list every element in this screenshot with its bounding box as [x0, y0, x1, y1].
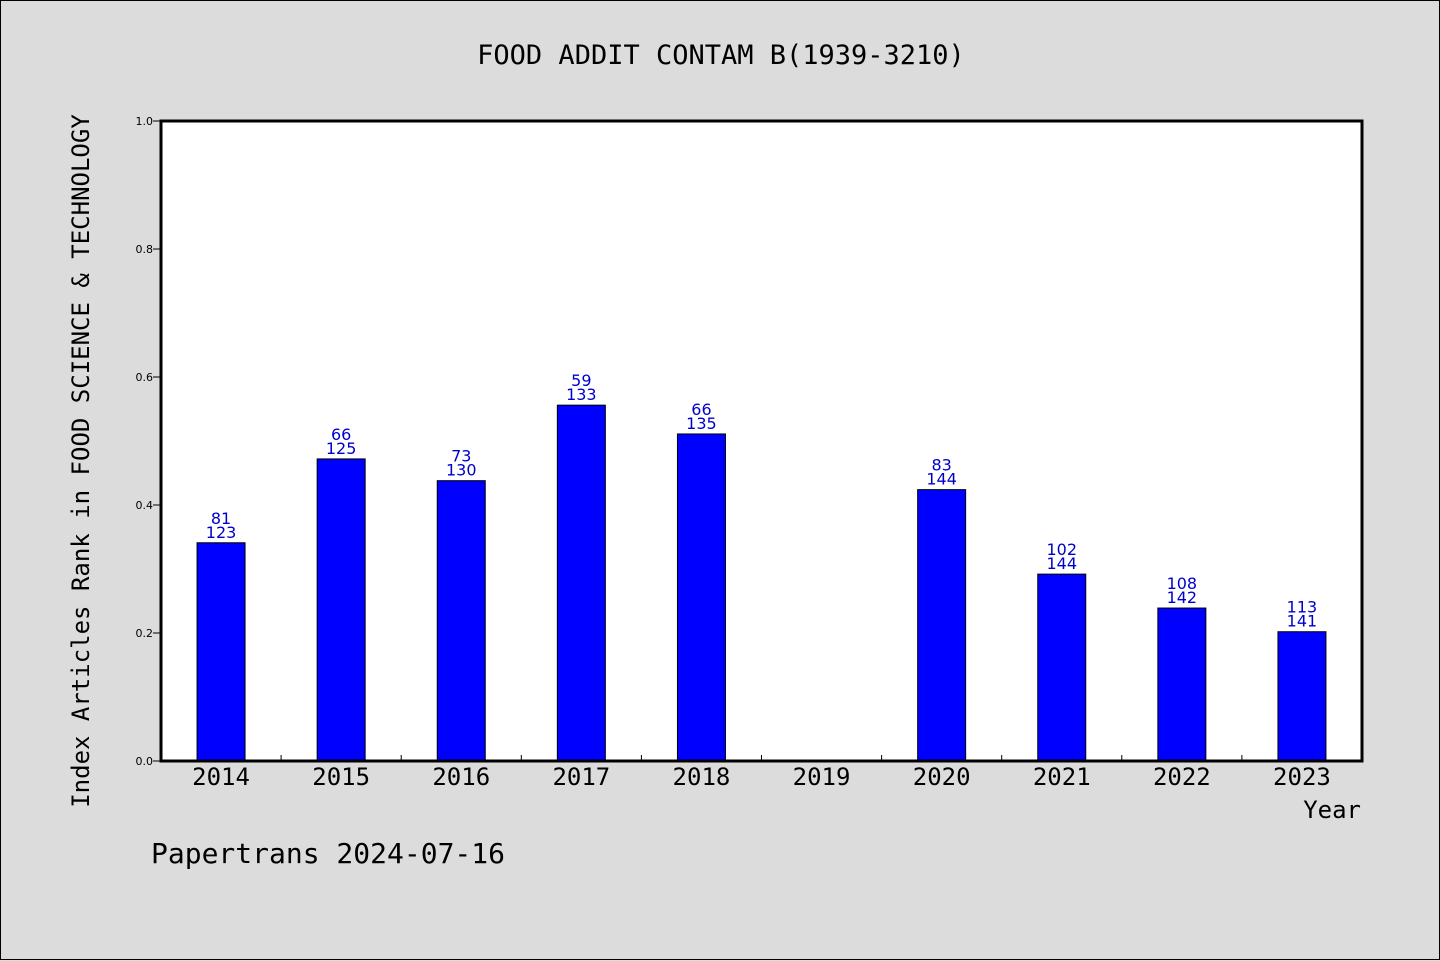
bar-rank-label-2023: 113 — [1287, 598, 1318, 617]
x-tick-label-2017: 2017 — [552, 763, 610, 791]
bar-rank-label-2016: 73 — [451, 447, 471, 466]
bar-total-label-2018: 135 — [686, 414, 717, 433]
x-tick-label-2016: 2016 — [432, 763, 490, 791]
bars-group — [196, 404, 1327, 762]
bar-rank-label-2021: 102 — [1046, 540, 1077, 559]
bar-2014 — [196, 542, 246, 762]
bar-total-label-2021: 144 — [1046, 554, 1077, 573]
bar-2020 — [917, 489, 967, 762]
bar-2016 — [436, 480, 486, 762]
bar-rank-label-2017: 59 — [571, 371, 591, 390]
x-axis-label: Year — [1303, 796, 1361, 824]
x-tick-label-2015: 2015 — [312, 763, 370, 791]
x-tick-label-2022: 2022 — [1153, 763, 1211, 791]
bar-total-label-2014: 123 — [206, 523, 237, 542]
bar-2017 — [556, 404, 606, 762]
y-tick-label: 0.6 — [136, 371, 154, 384]
bar-2021 — [1037, 573, 1087, 762]
y-tick-label: 1.0 — [136, 115, 154, 128]
x-tick-label-2014: 2014 — [192, 763, 250, 791]
chart-title: FOOD ADDIT CONTAM B(1939-3210) — [477, 40, 965, 71]
x-tick-label-2018: 2018 — [673, 763, 731, 791]
y-axis-label: Index Articles Rank in FOOD SCIENCE & TE… — [67, 114, 95, 808]
bar-rank-label-2018: 66 — [691, 400, 711, 419]
bar-2018 — [676, 433, 726, 762]
footer-credit: Papertrans 2024-07-16 — [151, 837, 505, 870]
x-tick-label-2019: 2019 — [793, 763, 851, 791]
y-tick-label: 0.8 — [136, 243, 154, 256]
bar-rank-label-2022: 108 — [1167, 574, 1198, 593]
y-tick-label: 0.2 — [136, 627, 154, 640]
x-tick-label-2021: 2021 — [1033, 763, 1091, 791]
x-tick-label-2023: 2023 — [1273, 763, 1331, 791]
bar-total-label-2016: 130 — [446, 461, 477, 480]
bar-rank-label-2015: 66 — [331, 425, 351, 444]
bar-total-label-2015: 125 — [326, 439, 357, 458]
bar-total-label-2022: 142 — [1167, 588, 1198, 607]
bar-2023 — [1277, 631, 1327, 762]
bar-total-label-2023: 141 — [1287, 612, 1318, 631]
bar-total-label-2017: 133 — [566, 385, 597, 404]
bar-total-label-2020: 144 — [926, 470, 957, 489]
bar-rank-label-2014: 81 — [211, 509, 231, 528]
bar-2022 — [1157, 607, 1207, 762]
y-ticks-group: 0.0 0.2 0.4 0.6 0.8 1.0 — [136, 115, 161, 768]
y-tick-label: 0.0 — [136, 755, 154, 768]
x-tick-label-2020: 2020 — [913, 763, 971, 791]
bar-2015 — [316, 458, 366, 762]
x-ticks-group: 2014 2015 2016 2017 2018 2019 2020 2021 2022 2023 — [192, 755, 1331, 791]
y-tick-label: 0.4 — [136, 499, 154, 512]
plot-border — [159, 119, 1364, 763]
bar-rank-label-2020: 83 — [931, 456, 951, 475]
